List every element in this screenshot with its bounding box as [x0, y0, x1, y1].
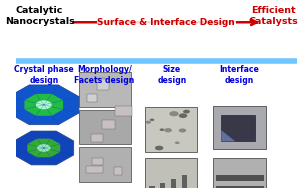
- FancyBboxPatch shape: [171, 179, 176, 189]
- Polygon shape: [14, 131, 74, 165]
- FancyBboxPatch shape: [79, 147, 131, 182]
- FancyBboxPatch shape: [216, 175, 264, 181]
- Ellipse shape: [160, 128, 164, 131]
- Ellipse shape: [183, 110, 190, 113]
- Text: Efficient
Catalysts: Efficient Catalysts: [248, 6, 298, 26]
- Text: Interface
design: Interface design: [220, 65, 260, 85]
- FancyBboxPatch shape: [149, 186, 155, 189]
- Ellipse shape: [169, 111, 179, 116]
- FancyBboxPatch shape: [145, 107, 197, 152]
- FancyBboxPatch shape: [160, 183, 165, 189]
- FancyBboxPatch shape: [79, 109, 131, 144]
- Text: Morphology/
Facets design: Morphology/ Facets design: [74, 65, 135, 85]
- FancyBboxPatch shape: [92, 158, 103, 165]
- FancyBboxPatch shape: [87, 94, 97, 102]
- FancyBboxPatch shape: [114, 167, 122, 175]
- Polygon shape: [36, 100, 52, 109]
- FancyBboxPatch shape: [91, 134, 103, 142]
- Polygon shape: [221, 130, 235, 141]
- Ellipse shape: [179, 128, 186, 132]
- Ellipse shape: [179, 113, 187, 118]
- Ellipse shape: [150, 119, 154, 121]
- FancyBboxPatch shape: [79, 72, 131, 107]
- Ellipse shape: [164, 128, 172, 132]
- Ellipse shape: [145, 121, 151, 124]
- FancyBboxPatch shape: [102, 119, 115, 129]
- FancyBboxPatch shape: [213, 158, 266, 189]
- Text: Crystal phase
design: Crystal phase design: [14, 65, 74, 85]
- FancyBboxPatch shape: [213, 106, 266, 149]
- Ellipse shape: [155, 146, 163, 150]
- Text: Size
design: Size design: [157, 65, 187, 85]
- Polygon shape: [25, 94, 63, 116]
- FancyBboxPatch shape: [145, 158, 197, 189]
- FancyBboxPatch shape: [98, 78, 105, 85]
- FancyBboxPatch shape: [181, 175, 187, 189]
- FancyBboxPatch shape: [115, 106, 132, 116]
- FancyBboxPatch shape: [221, 115, 255, 141]
- FancyBboxPatch shape: [86, 166, 103, 173]
- Polygon shape: [9, 85, 79, 125]
- FancyBboxPatch shape: [216, 186, 264, 189]
- FancyBboxPatch shape: [97, 79, 109, 90]
- Polygon shape: [37, 144, 50, 152]
- Text: Catalytic
Nanocrystals: Catalytic Nanocrystals: [5, 6, 75, 26]
- Text: Surface & Interface Design: Surface & Interface Design: [98, 18, 235, 27]
- Polygon shape: [27, 139, 60, 157]
- Ellipse shape: [175, 142, 180, 144]
